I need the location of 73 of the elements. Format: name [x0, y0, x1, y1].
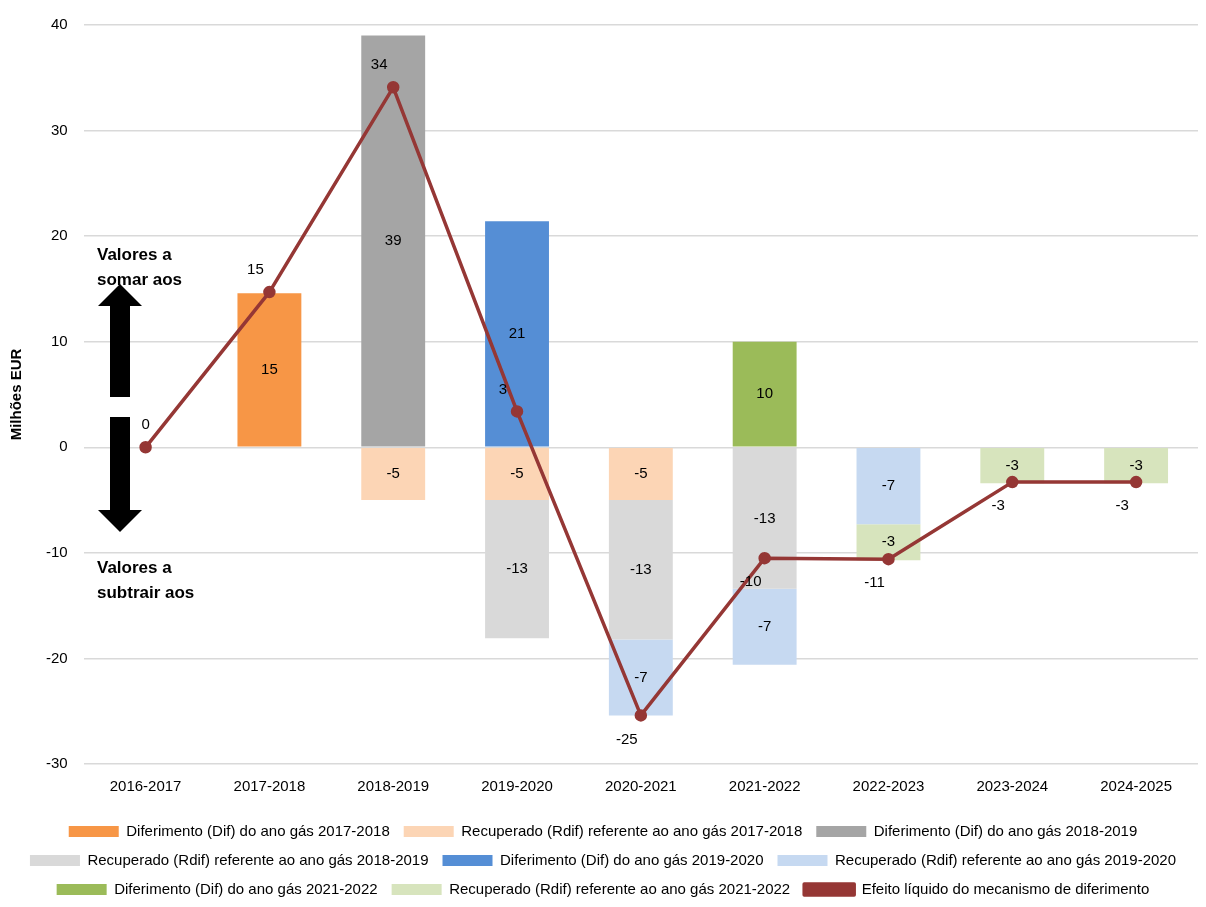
x-tick-label: 2022-2023: [852, 777, 925, 795]
data-label: 34: [370, 55, 388, 73]
data-label: -5: [634, 464, 648, 482]
legend-label: Recuperado (Rdif) referente ao ano gás 2021-2022: [449, 879, 791, 897]
data-label: -7: [881, 476, 896, 494]
data-label: 15: [261, 359, 278, 377]
data-label: -3: [1005, 455, 1019, 473]
y-tick-label: -20: [45, 648, 68, 666]
bar: [732, 341, 797, 447]
point: [882, 552, 895, 566]
bar: [361, 448, 426, 501]
data-label: -3: [991, 496, 1005, 514]
data-label: -3: [881, 532, 896, 550]
bar: [856, 448, 921, 525]
x-tick-label: 2021-2022: [728, 777, 801, 795]
point: [139, 441, 152, 454]
legend-label: Recuperado (Rdif) referente ao ano gás 2019-2020: [834, 850, 1177, 868]
bar: [485, 448, 549, 501]
point: [386, 81, 400, 94]
x-tick-label: 2020-2021: [604, 777, 677, 795]
data-label: -13: [506, 559, 528, 577]
bar: [237, 293, 302, 447]
annotation: Valores a somar aos: [97, 245, 183, 289]
x-tick-label: 2019-2020: [481, 777, 553, 795]
data-label: -25: [616, 729, 638, 747]
point: [263, 285, 276, 299]
bar: [361, 35, 426, 447]
point: [634, 709, 648, 722]
data-label: 0: [141, 415, 150, 433]
legend-label: Efeito líquido do mecanismo de diferimento: [861, 879, 1150, 897]
bar: [1104, 448, 1169, 484]
data-label: -5: [386, 464, 400, 482]
bar: [608, 448, 673, 501]
data-label: -7: [757, 616, 772, 634]
legend-label: Diferimento (Dif) do ano gás 2018-2019: [873, 821, 1138, 839]
bar: [732, 588, 797, 665]
data-label: -7: [634, 667, 648, 685]
annotation: Valores a subtrair aos: [97, 558, 195, 602]
point: [758, 551, 771, 565]
data-label: -13: [630, 559, 652, 577]
bar: [485, 221, 549, 447]
y-tick-label: -10: [45, 543, 68, 560]
y-tick-label: 0: [59, 437, 68, 455]
y-axis-title: Milhões EUR: [7, 348, 25, 441]
data-label: 3: [498, 379, 508, 397]
point: [510, 405, 524, 418]
data-label: -13: [753, 508, 776, 526]
legend-label: Recuperado (Rdif) referente ao ano gás 2018-2019: [87, 850, 429, 868]
data-label: 21: [508, 324, 526, 342]
y-tick-label: 20: [50, 226, 68, 244]
legend-label: Recuperado (Rdif) referente ao ano gás 2017-2018: [461, 821, 803, 839]
bar: [980, 448, 1045, 484]
y-tick-label: 40: [50, 15, 68, 33]
x-tick-label: 2016-2017: [109, 777, 182, 795]
point: [1129, 475, 1143, 489]
y-tick-label: -30: [45, 754, 68, 772]
data-label: -3: [1129, 455, 1143, 473]
data-label: 10: [756, 384, 773, 402]
data-label: 15: [247, 260, 264, 278]
x-tick-label: 2018-2019: [357, 777, 430, 795]
legend-label: Diferimento (Dif) do ano gás 2017-2018: [126, 821, 390, 839]
point: [1006, 475, 1019, 489]
data-label: -11: [864, 573, 885, 591]
legend-label: Diferimento (Dif) do ano gás 2021-2022: [114, 879, 378, 897]
y-tick-label: 30: [50, 120, 68, 138]
data-label: -3: [1115, 496, 1129, 514]
data-label: -5: [510, 464, 524, 482]
x-tick-label: 2023-2024: [976, 777, 1049, 795]
y-tick-label: 10: [50, 331, 68, 349]
x-tick-label: 2017-2018: [233, 777, 306, 795]
legend-label: Diferimento (Dif) do ano gás 2019-2020: [500, 850, 764, 868]
data-label: 39: [384, 231, 402, 249]
x-tick-label: 2024-2025: [1100, 777, 1172, 795]
